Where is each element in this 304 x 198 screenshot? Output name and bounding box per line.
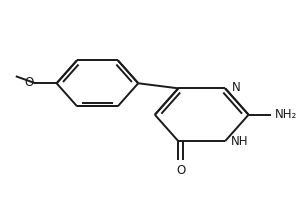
Text: NH: NH bbox=[231, 135, 249, 148]
Text: NH₂: NH₂ bbox=[275, 108, 297, 121]
Text: O: O bbox=[25, 76, 34, 89]
Text: N: N bbox=[232, 81, 240, 94]
Text: O: O bbox=[176, 164, 185, 177]
